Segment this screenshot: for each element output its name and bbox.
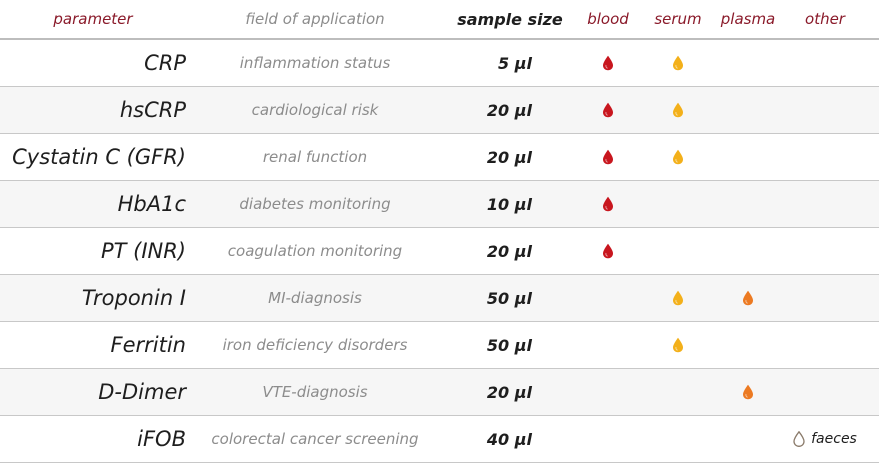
other-sample-label: faeces <box>811 431 857 447</box>
table-row: hsCRP cardiological risk 20 µl <box>0 87 879 134</box>
blood-cell <box>580 134 636 180</box>
blood-drop-icon <box>603 149 613 165</box>
other-cell <box>785 40 865 86</box>
serum-drop-icon <box>673 102 683 118</box>
table-row: HbA1c diabetes monitoring 10 µl <box>0 181 879 228</box>
serum-drop-icon <box>673 55 683 71</box>
table-row: D-Dimer VTE-diagnosis 20 µl <box>0 369 879 416</box>
table-row: PT (INR) coagulation monitoring 20 µl <box>0 228 879 275</box>
other-cell <box>785 228 865 274</box>
parameter-name: Ferritin <box>110 333 186 357</box>
header-serum: serum <box>654 10 702 28</box>
plasma-cell <box>720 369 776 415</box>
sample-size: 40 µl <box>486 429 532 449</box>
header-sample-size: sample size <box>457 9 563 29</box>
blood-cell <box>580 228 636 274</box>
serum-cell <box>650 134 706 180</box>
plasma-cell <box>720 275 776 321</box>
serum-drop-icon <box>673 337 683 353</box>
blood-drop-icon <box>603 196 613 212</box>
field-of-application: VTE-diagnosis <box>262 383 368 401</box>
other-cell <box>785 275 865 321</box>
serum-drop-icon <box>673 149 683 165</box>
faeces-drop-icon <box>793 431 805 447</box>
blood-drop-icon <box>603 243 613 259</box>
other-cell <box>785 181 865 227</box>
plasma-cell <box>720 181 776 227</box>
serum-cell <box>650 228 706 274</box>
plasma-cell <box>720 134 776 180</box>
serum-cell <box>650 416 706 462</box>
parameter-table: parameter field of application sample si… <box>0 0 879 463</box>
parameter-name: CRP <box>144 51 186 75</box>
blood-drop-icon <box>603 102 613 118</box>
sample-size: 20 µl <box>486 241 532 261</box>
field-of-application: iron deficiency disorders <box>222 336 408 354</box>
plasma-cell <box>720 40 776 86</box>
parameter-name: PT (INR) <box>100 239 186 263</box>
plasma-cell <box>720 87 776 133</box>
header-field-of-application: field of application <box>245 10 385 28</box>
serum-cell <box>650 369 706 415</box>
table-row: Ferritin iron deficiency disorders 50 µl <box>0 322 879 369</box>
field-of-application: renal function <box>262 148 368 166</box>
other-cell <box>785 134 865 180</box>
sample-size: 50 µl <box>486 335 532 355</box>
field-of-application: coagulation monitoring <box>227 242 403 260</box>
table-row: Troponin I MI-diagnosis 50 µl <box>0 275 879 322</box>
plasma-drop-icon <box>743 290 753 306</box>
header-blood: blood <box>587 10 629 28</box>
field-of-application: cardiological risk <box>251 101 379 119</box>
parameter-name: hsCRP <box>119 98 186 122</box>
blood-drop-icon <box>603 55 613 71</box>
field-of-application: colorectal cancer screening <box>211 430 419 448</box>
parameter-name: Troponin I <box>81 286 186 310</box>
blood-cell <box>580 322 636 368</box>
other-cell <box>785 322 865 368</box>
blood-cell <box>580 416 636 462</box>
header-parameter: parameter <box>53 10 133 28</box>
other-cell <box>785 369 865 415</box>
table-body: CRP inflammation status 5 µl hsCRP cardiolog… <box>0 40 879 463</box>
blood-cell <box>580 87 636 133</box>
other-cell: faeces <box>785 416 865 462</box>
serum-cell <box>650 322 706 368</box>
table-row: Cystatin C (GFR) renal function 20 µl <box>0 134 879 181</box>
table-row: iFOB colorectal cancer screening 40 µl faec… <box>0 416 879 463</box>
header-other: other <box>805 10 845 28</box>
parameter-name: D-Dimer <box>98 380 186 404</box>
blood-cell <box>580 275 636 321</box>
blood-cell <box>580 181 636 227</box>
table-header: parameter field of application sample si… <box>0 0 879 40</box>
parameter-name: iFOB <box>137 427 186 451</box>
sample-size: 20 µl <box>486 147 532 167</box>
field-of-application: MI-diagnosis <box>268 289 362 307</box>
blood-cell <box>580 40 636 86</box>
blood-cell <box>580 369 636 415</box>
serum-cell <box>650 87 706 133</box>
parameter-name: HbA1c <box>117 192 186 216</box>
other-sample: faeces <box>793 431 857 447</box>
header-plasma: plasma <box>720 10 776 28</box>
sample-size: 10 µl <box>486 194 532 214</box>
table-row: CRP inflammation status 5 µl <box>0 40 879 87</box>
serum-cell <box>650 181 706 227</box>
field-of-application: diabetes monitoring <box>239 195 391 213</box>
parameter-name: Cystatin C (GFR) <box>12 145 186 169</box>
serum-drop-icon <box>673 290 683 306</box>
plasma-cell <box>720 322 776 368</box>
plasma-cell <box>720 416 776 462</box>
sample-size: 50 µl <box>486 288 532 308</box>
serum-cell <box>650 275 706 321</box>
field-of-application: inflammation status <box>239 54 391 72</box>
sample-size: 5 µl <box>498 53 532 73</box>
other-cell <box>785 87 865 133</box>
serum-cell <box>650 40 706 86</box>
plasma-cell <box>720 228 776 274</box>
sample-size: 20 µl <box>486 382 532 402</box>
sample-size: 20 µl <box>486 100 532 120</box>
plasma-drop-icon <box>743 384 753 400</box>
